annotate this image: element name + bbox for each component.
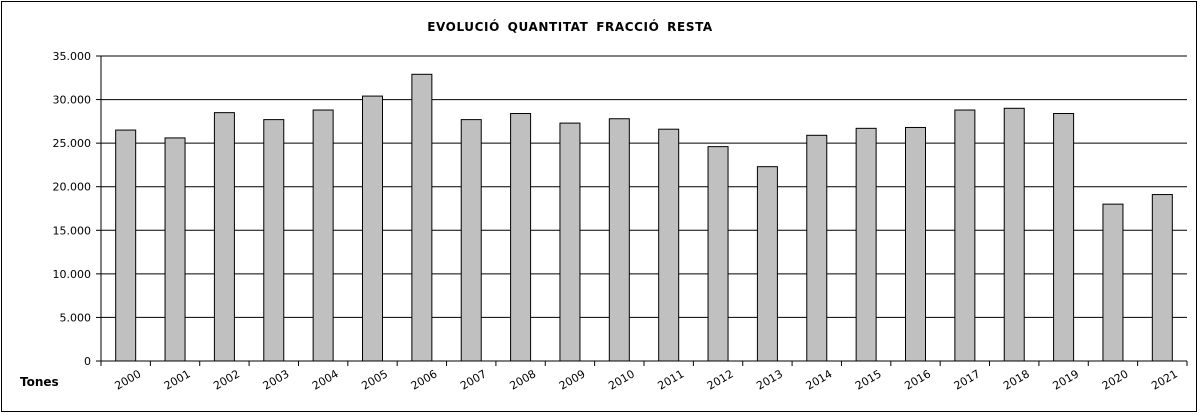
x-tick-label: 2014 xyxy=(804,367,835,392)
y-tick-label: 20.000 xyxy=(53,181,92,194)
x-tick-label: 2007 xyxy=(458,367,489,392)
bar-2006 xyxy=(411,73,433,362)
x-tick-label: 2003 xyxy=(261,367,292,392)
bar-2002 xyxy=(213,112,235,362)
bar-2000 xyxy=(115,129,137,362)
bar-2021 xyxy=(1151,194,1173,362)
y-axis-unit-label: Tones xyxy=(20,375,59,389)
bar-2001 xyxy=(164,137,186,362)
bar-2004 xyxy=(312,109,334,362)
x-tick-label: 2010 xyxy=(606,367,637,392)
bar-2015 xyxy=(855,127,877,362)
y-tick-label: 5.000 xyxy=(60,311,92,324)
x-tick-label: 2000 xyxy=(113,367,144,392)
x-tick-label: 2017 xyxy=(952,367,983,392)
bar-2007 xyxy=(460,119,482,362)
y-tick-label: 35.000 xyxy=(53,50,92,63)
bar-2019 xyxy=(1053,113,1075,362)
x-tick-label: 2002 xyxy=(211,367,242,392)
bar-2011 xyxy=(658,128,680,362)
x-tick-label: 2006 xyxy=(409,367,440,392)
bar-2009 xyxy=(559,122,581,362)
axes xyxy=(96,55,1188,366)
y-tick-label: 0 xyxy=(84,355,91,368)
x-tick-label: 2004 xyxy=(310,367,341,392)
bar-2005 xyxy=(362,95,383,362)
x-tick-label: 2016 xyxy=(902,367,933,392)
bar-2003 xyxy=(263,119,285,362)
bar-2017 xyxy=(954,109,976,362)
y-tick-label: 30.000 xyxy=(53,94,92,107)
x-tick-label: 2012 xyxy=(705,367,736,392)
bar-2012 xyxy=(707,146,729,362)
y-tick-label: 15.000 xyxy=(53,224,92,237)
bar-2020 xyxy=(1102,203,1124,362)
bar-2014 xyxy=(806,134,828,362)
bar-2008 xyxy=(510,113,532,362)
x-tick-label: 2001 xyxy=(162,367,193,392)
x-tick-label: 2021 xyxy=(1149,367,1180,392)
bar-2013 xyxy=(756,166,778,362)
y-tick-label: 10.000 xyxy=(53,268,92,281)
x-tick-label: 2005 xyxy=(359,367,390,392)
x-tick-label: 2018 xyxy=(1001,367,1032,392)
bar-2010 xyxy=(608,118,630,362)
bar-2016 xyxy=(905,126,926,362)
x-tick-label: 2011 xyxy=(656,367,687,392)
bars xyxy=(115,73,1173,362)
x-tick-label: 2020 xyxy=(1100,367,1131,392)
x-tick-label: 2019 xyxy=(1050,367,1081,392)
x-tick-label: 2013 xyxy=(754,367,785,392)
y-tick-labels: 0 5.000 10.000 15.000 20.000 25.000 30.000 35.0… xyxy=(53,50,92,368)
bar-2018 xyxy=(1003,107,1025,362)
y-tick-label: 25.000 xyxy=(53,137,92,150)
x-tick-label: 2009 xyxy=(557,367,588,392)
chart-title: EVOLUCIÓ QUANTITAT FRACCIÓ RESTA xyxy=(427,20,713,34)
x-tick-label: 2008 xyxy=(507,367,538,392)
x-tick-labels: 2000 2001 2002 2003 2004 2005 2006 2007 2008 2009… xyxy=(113,367,1180,392)
x-tick-label: 2015 xyxy=(853,367,884,392)
